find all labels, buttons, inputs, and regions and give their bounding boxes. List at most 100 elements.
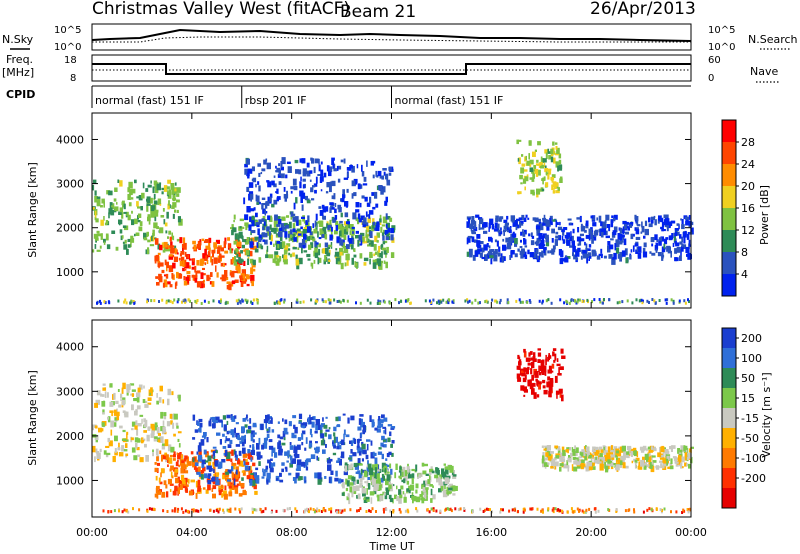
heatmap-cell bbox=[559, 456, 564, 462]
heatmap-cell bbox=[324, 255, 327, 262]
heatmap-cell bbox=[550, 153, 554, 157]
heatmap-cell bbox=[196, 451, 199, 455]
heatmap-cell bbox=[471, 230, 475, 234]
heatmap-cell bbox=[283, 249, 288, 255]
heatmap-cell bbox=[555, 390, 560, 395]
heatmap-cell bbox=[689, 508, 692, 512]
heatmap-cell bbox=[550, 148, 554, 155]
heatmap-cell bbox=[566, 510, 569, 514]
heatmap-cell bbox=[380, 244, 384, 250]
heatmap-cell bbox=[100, 205, 103, 208]
heatmap-cell bbox=[146, 434, 150, 442]
heatmap-cell bbox=[420, 498, 422, 501]
heatmap-cell bbox=[347, 493, 350, 498]
heatmap-cell bbox=[225, 449, 228, 457]
heatmap-cell bbox=[626, 451, 630, 455]
heatmap-cell bbox=[398, 489, 402, 496]
heatmap-cell bbox=[169, 299, 172, 303]
heatmap-cell bbox=[218, 419, 223, 423]
heatmap-cell bbox=[103, 201, 105, 208]
heatmap-cell bbox=[642, 251, 648, 258]
heatmap-cell bbox=[650, 508, 653, 512]
heatmap-cell bbox=[350, 491, 355, 494]
heatmap-cell bbox=[663, 463, 668, 467]
heatmap-cell bbox=[248, 182, 254, 188]
heatmap-cell bbox=[374, 457, 378, 465]
heatmap-cell bbox=[268, 234, 271, 240]
heatmap-cell bbox=[346, 496, 349, 501]
heatmap-cell bbox=[618, 460, 623, 466]
heatmap-cell bbox=[191, 258, 195, 266]
heatmap-cell bbox=[422, 470, 427, 475]
heatmap-cell bbox=[386, 222, 390, 230]
heatmap-cell bbox=[205, 453, 209, 458]
heatmap-cell bbox=[110, 429, 113, 436]
heatmap-cell bbox=[224, 439, 227, 444]
heatmap-cell bbox=[124, 298, 127, 302]
heatmap-cell bbox=[435, 467, 440, 474]
heatmap-cell bbox=[329, 185, 332, 193]
heatmap-cell bbox=[530, 240, 535, 246]
heatmap-cell bbox=[267, 215, 271, 220]
heatmap-cell bbox=[659, 460, 663, 463]
heatmap-cell bbox=[242, 447, 246, 454]
heatmap-cell bbox=[481, 256, 486, 260]
heatmap-cell bbox=[268, 427, 271, 433]
heatmap-cell bbox=[687, 298, 689, 302]
heatmap-cell bbox=[657, 218, 660, 224]
heatmap-cell bbox=[312, 238, 316, 242]
heatmap-cell bbox=[188, 258, 192, 261]
colorbar-swatch bbox=[722, 408, 736, 429]
heatmap-cell bbox=[640, 298, 643, 302]
heatmap-cell bbox=[152, 229, 155, 236]
heatmap-cell bbox=[590, 456, 593, 464]
heatmap-cell bbox=[288, 472, 292, 476]
heatmap-cell bbox=[172, 213, 175, 219]
heatmap-cell bbox=[233, 260, 238, 266]
heatmap-cell bbox=[640, 231, 643, 234]
heatmap-cell bbox=[284, 419, 288, 425]
heatmap-cell bbox=[205, 245, 210, 250]
heatmap-cell bbox=[532, 382, 536, 387]
heatmap-cell bbox=[115, 246, 119, 251]
heatmap-cell bbox=[175, 281, 178, 286]
heatmap-cell bbox=[158, 300, 160, 303]
heatmap-cell bbox=[168, 457, 173, 464]
heatmap-cell bbox=[389, 497, 393, 503]
heatmap-cell bbox=[568, 301, 571, 305]
heatmap-cell bbox=[251, 220, 255, 227]
heatmap-cell bbox=[585, 220, 589, 227]
heatmap-cell bbox=[218, 485, 222, 489]
heatmap-cell bbox=[522, 507, 525, 511]
heatmap-cell bbox=[108, 190, 113, 196]
heatmap-cell bbox=[637, 254, 640, 258]
heatmap-cell bbox=[357, 496, 361, 500]
heatmap-cell bbox=[540, 235, 544, 238]
heatmap-cell bbox=[533, 352, 536, 358]
heatmap-cell bbox=[206, 260, 209, 264]
heatmap-cell bbox=[570, 452, 573, 457]
heatmap-cell bbox=[439, 479, 442, 483]
heatmap-cell bbox=[204, 262, 207, 266]
heatmap-cell bbox=[650, 465, 655, 473]
heatmap-cell bbox=[343, 177, 349, 180]
heatmap-cell bbox=[398, 497, 402, 504]
heatmap-cell bbox=[266, 479, 269, 485]
heatmap-cell bbox=[252, 444, 255, 447]
heatmap-cell bbox=[496, 300, 499, 304]
heatmap-cell bbox=[337, 225, 341, 230]
heatmap-cell bbox=[535, 225, 541, 230]
heatmap-cell bbox=[519, 220, 524, 224]
heatmap-cell bbox=[628, 447, 631, 455]
heatmap-cell bbox=[126, 431, 129, 435]
heatmap-cell bbox=[380, 226, 383, 233]
heatmap-cell bbox=[118, 211, 122, 215]
heatmap-cell bbox=[263, 419, 269, 424]
heatmap-cell bbox=[394, 494, 398, 500]
heatmap-cell bbox=[278, 163, 281, 167]
heatmap-cell bbox=[343, 433, 345, 440]
heatmap-cell bbox=[612, 217, 616, 222]
heatmap-cell bbox=[561, 235, 564, 241]
heatmap-cell bbox=[251, 166, 255, 172]
heatmap-cell bbox=[518, 365, 521, 370]
